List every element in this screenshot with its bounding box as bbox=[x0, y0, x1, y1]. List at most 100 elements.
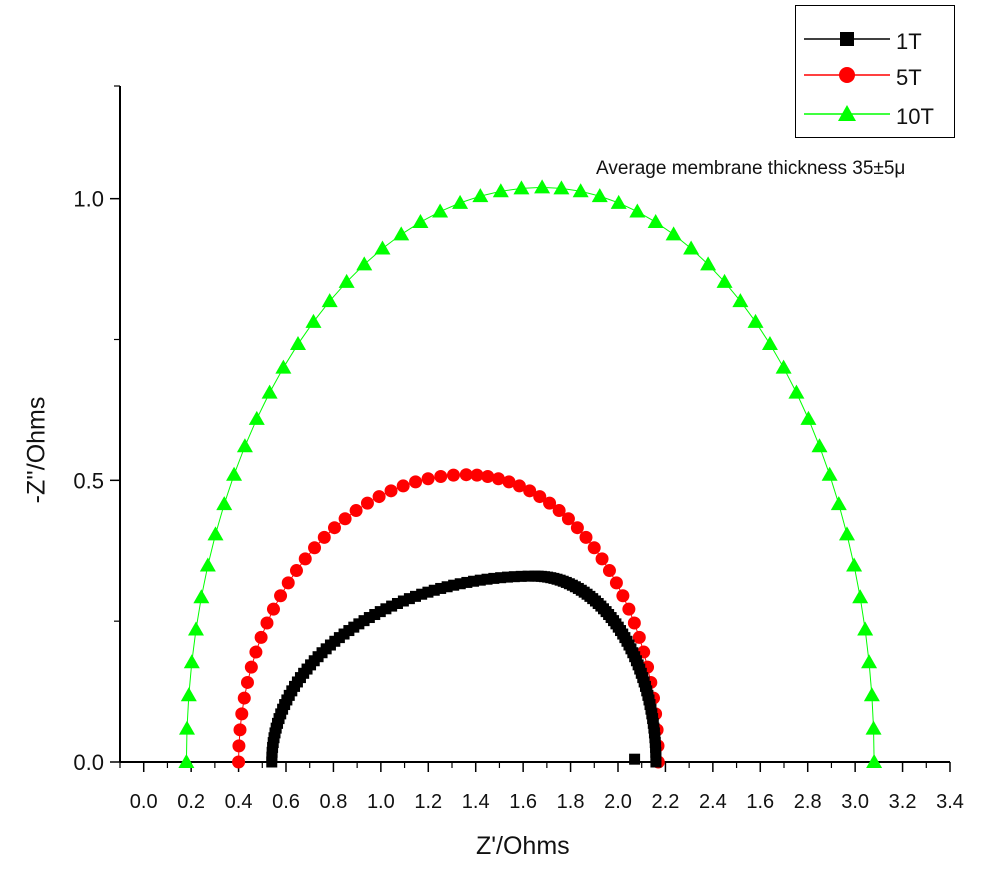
thickness-annotation: Average membrane thickness 35±5μ bbox=[596, 158, 906, 179]
marker-10T bbox=[179, 720, 196, 735]
y-tick-label: 0.0 bbox=[73, 750, 104, 775]
marker-1T bbox=[369, 609, 381, 621]
x-tick-label: 0.2 bbox=[177, 791, 205, 813]
marker-1T bbox=[386, 600, 398, 612]
marker-10T bbox=[290, 336, 307, 351]
x-tick-label: 1.6 bbox=[746, 791, 774, 813]
marker-5T bbox=[298, 552, 312, 566]
marker-10T bbox=[610, 194, 627, 209]
marker-10T bbox=[852, 589, 869, 604]
marker-5T bbox=[232, 739, 246, 753]
marker-10T bbox=[830, 496, 847, 511]
marker-10T bbox=[665, 226, 682, 241]
marker-10T bbox=[432, 203, 449, 218]
marker-1T bbox=[448, 579, 460, 591]
marker-5T bbox=[632, 630, 646, 644]
marker-10T bbox=[226, 466, 243, 481]
marker-1T bbox=[435, 582, 447, 594]
y-tick-label: 1.0 bbox=[73, 187, 104, 212]
marker-10T bbox=[472, 188, 489, 203]
marker-10T bbox=[732, 293, 749, 308]
marker-10T bbox=[452, 194, 469, 209]
marker-10T bbox=[821, 466, 838, 481]
marker-5T bbox=[491, 472, 505, 486]
marker-5T bbox=[609, 576, 623, 590]
marker-5T bbox=[481, 470, 495, 484]
marker-5T bbox=[552, 504, 566, 518]
x-tick-label: 1.6 bbox=[509, 791, 537, 813]
marker-5T bbox=[349, 504, 363, 518]
marker-10T bbox=[187, 621, 204, 636]
legend-label-10T: 10T bbox=[896, 104, 934, 129]
marker-10T bbox=[275, 359, 292, 374]
marker-10T bbox=[811, 438, 828, 453]
marker-10T bbox=[534, 179, 551, 194]
marker-1T bbox=[650, 756, 662, 768]
series-line-5T bbox=[238, 474, 659, 763]
marker-5T bbox=[308, 541, 322, 555]
marker-5T bbox=[232, 755, 246, 769]
marker-10T bbox=[866, 754, 883, 768]
x-tick-label: 0.8 bbox=[320, 791, 348, 813]
marker-10T bbox=[180, 687, 197, 702]
marker-5T bbox=[384, 484, 398, 498]
marker-10T bbox=[374, 240, 391, 255]
legend-circle-marker-icon bbox=[804, 67, 890, 83]
marker-5T bbox=[470, 468, 484, 482]
legend-label-1T: 1T bbox=[896, 29, 922, 54]
marker-5T bbox=[266, 602, 280, 616]
marker-10T bbox=[716, 273, 733, 288]
marker-5T bbox=[622, 602, 636, 616]
marker-5T bbox=[587, 541, 601, 555]
legend: 1T 5T 10T bbox=[795, 5, 955, 138]
marker-1T bbox=[416, 588, 428, 600]
marker-10T bbox=[700, 256, 717, 271]
marker-5T bbox=[233, 723, 247, 737]
marker-10T bbox=[193, 589, 210, 604]
marker-5T bbox=[595, 552, 609, 566]
marker-10T bbox=[647, 214, 664, 229]
marker-5T bbox=[579, 530, 593, 544]
marker-5T bbox=[396, 479, 410, 493]
legend-item-1T: 1T bbox=[796, 19, 954, 59]
x-tick-label: 1.4 bbox=[462, 791, 490, 813]
marker-5T bbox=[409, 475, 423, 489]
marker-5T bbox=[260, 616, 274, 630]
marker-10T bbox=[553, 180, 570, 195]
marker-10T bbox=[683, 240, 700, 255]
x-tick-label: 0.4 bbox=[225, 791, 253, 813]
marker-5T bbox=[627, 616, 641, 630]
marker-10T bbox=[838, 526, 855, 541]
marker-1T bbox=[508, 571, 520, 583]
marker-10T bbox=[207, 526, 224, 541]
marker-1T bbox=[391, 597, 403, 609]
x-tick-label: 0.0 bbox=[130, 791, 158, 813]
marker-5T bbox=[533, 490, 547, 504]
marker-10T bbox=[236, 438, 253, 453]
legend-item-5T: 5T bbox=[796, 55, 954, 95]
y-axis-title: -Z''/Ohms bbox=[22, 396, 51, 504]
marker-1T bbox=[403, 593, 415, 605]
x-tick-label: 1.8 bbox=[557, 791, 585, 813]
marker-5T bbox=[446, 468, 460, 482]
marker-1T bbox=[474, 574, 486, 586]
marker-10T bbox=[356, 256, 373, 271]
marker-1T bbox=[428, 584, 440, 596]
marker-1T bbox=[629, 753, 641, 765]
x-tick-label: 1.2 bbox=[414, 791, 442, 813]
marker-10T bbox=[857, 621, 874, 636]
marker-5T bbox=[249, 645, 263, 659]
marker-10T bbox=[775, 359, 792, 374]
marker-5T bbox=[602, 564, 616, 578]
legend-triangle-marker-icon bbox=[804, 105, 890, 121]
marker-10T bbox=[761, 336, 778, 351]
marker-5T bbox=[274, 589, 288, 603]
marker-1T bbox=[495, 572, 507, 584]
marker-10T bbox=[863, 687, 880, 702]
marker-5T bbox=[372, 490, 386, 504]
marker-10T bbox=[393, 226, 410, 241]
marker-5T bbox=[317, 530, 331, 544]
marker-5T bbox=[459, 468, 473, 482]
marker-10T bbox=[800, 410, 817, 425]
